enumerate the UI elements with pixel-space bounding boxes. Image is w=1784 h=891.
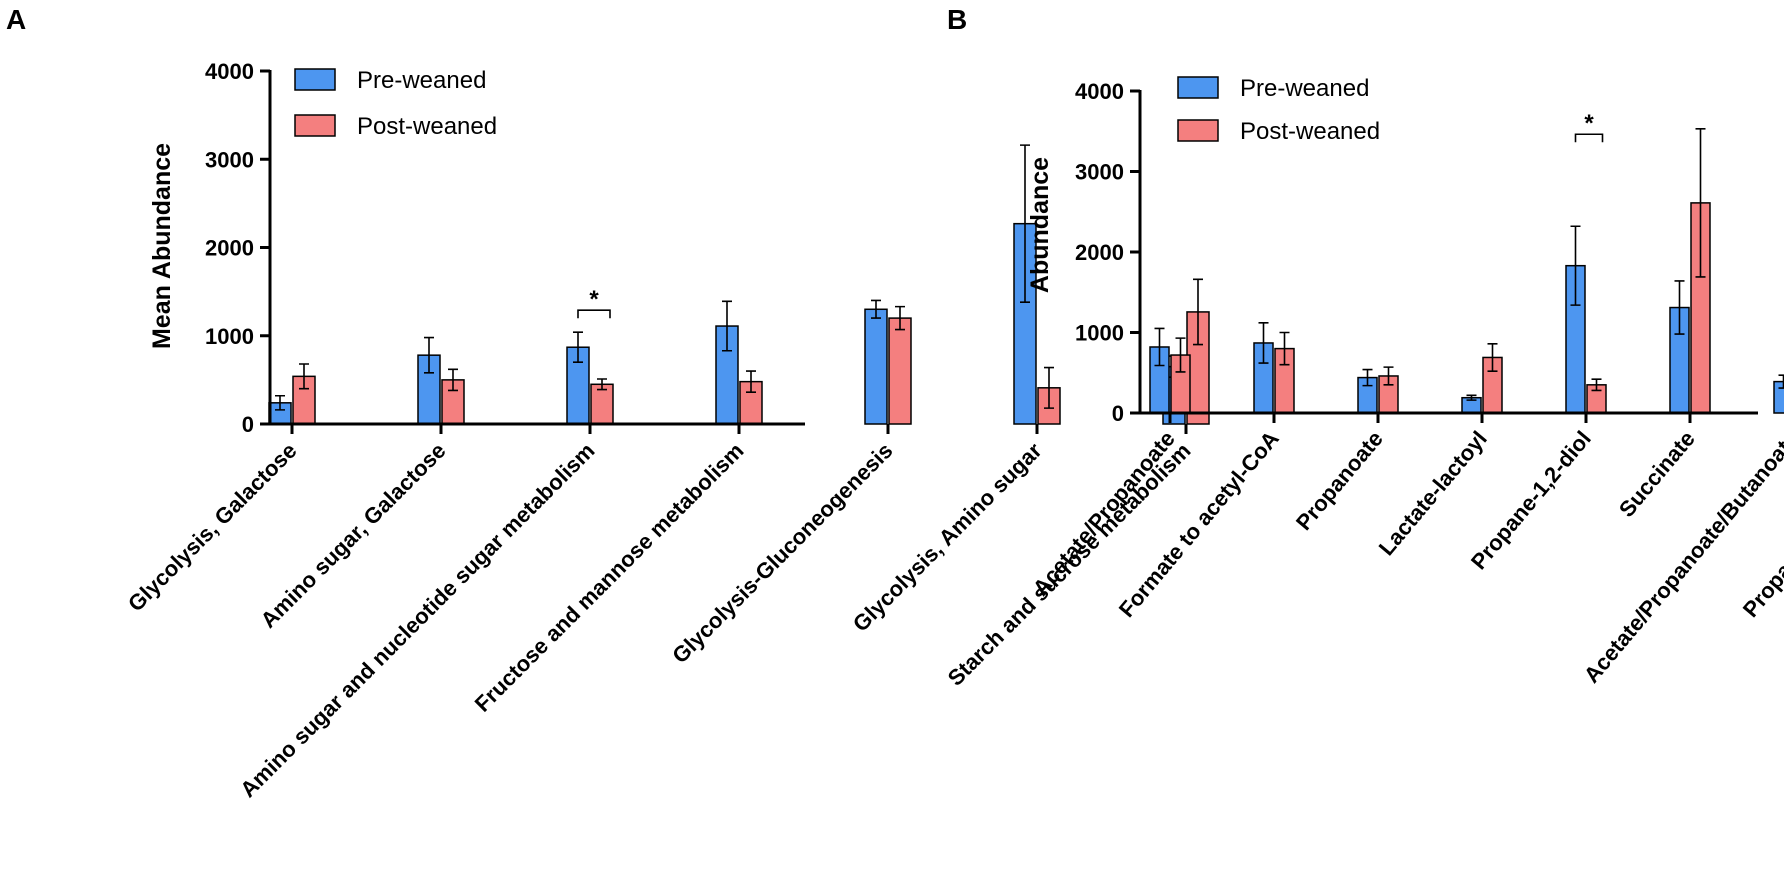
error-bar-post-weaned-lactate-lactoyl	[1487, 342, 1498, 372]
error-bar-post-weaned-glycolysis-gluconeogenesis	[895, 305, 905, 331]
legend-post-weaned-swatch	[1177, 119, 1219, 142]
panel-b-y-axis-label: Abundance	[1026, 157, 1054, 293]
category-label-glycolysis-galactose: Glycolysis, Galactose	[123, 438, 302, 617]
legend-post-weaned-swatch	[294, 114, 336, 137]
y-tick-label-1000: 1000	[1075, 321, 1124, 346]
legend-pre-weaned-swatch	[294, 68, 336, 91]
category-group-propane-1-2-diol	[1565, 225, 1607, 414]
error-bar-pre-weaned-fructose-and-mannose-metabolism	[722, 300, 732, 352]
y-tick-label-4000: 4000	[1075, 79, 1124, 104]
significance-bracket	[577, 309, 611, 319]
category-label-lactate-lactoyl: Lactate-lactoyl	[1374, 426, 1492, 560]
error-bar-post-weaned-glycolysis-galactose	[299, 363, 309, 390]
legend-pre-weaned-swatch	[1177, 76, 1219, 99]
error-bar-pre-weaned-succinate	[1674, 280, 1685, 335]
y-tick-label-2000: 2000	[1075, 240, 1124, 265]
category-group-formate-to-acetyl-coa	[1253, 322, 1295, 414]
category-label-propanoate: Propanoate	[1291, 426, 1388, 535]
error-bar-pre-weaned-glycolysis-galactose	[275, 394, 285, 411]
panel-a-chart: A * 0 1000 2000 3000 4000 Glycolysis, Galactos…	[6, 4, 1210, 802]
error-bar-post-weaned-acetate-propanoate	[1175, 337, 1186, 373]
category-group-glycolysis-amino-sugar	[1013, 144, 1061, 425]
error-bar-pre-weaned-acetate-propanoate	[1154, 327, 1165, 367]
error-bar-post-weaned-amino-sugar-and-nucleotide-sugar-metabolism	[597, 378, 607, 391]
error-bar-post-weaned-propane-1-2-diol	[1591, 378, 1602, 392]
y-tick-label-3000: 3000	[1075, 160, 1124, 185]
error-bar-post-weaned-propanoate	[1383, 366, 1394, 386]
category-group-succinate	[1669, 128, 1711, 414]
category-group-propanoate	[1357, 366, 1399, 414]
category-group-amino-sugar-galactose	[417, 336, 465, 425]
error-bar-pre-weaned-formate-to-acetyl-coa	[1258, 322, 1269, 364]
category-group-acetate-propanoate-butanoate	[1773, 374, 1784, 414]
panel-a-y-axis-label: Mean Abundance	[148, 143, 176, 349]
significance-bracket	[1574, 133, 1604, 143]
y-tick-label-1000: 1000	[205, 324, 254, 349]
error-bar-post-weaned-amino-sugar-galactose	[448, 368, 458, 392]
category-group-fructose-and-mannose-metabolism	[715, 300, 763, 425]
y-tick-label-0: 0	[242, 412, 254, 437]
legend-post-weaned-label: Post-weaned	[1240, 118, 1380, 145]
category-group-lactate-lactoyl	[1461, 342, 1503, 414]
significance-star: *	[589, 286, 599, 313]
legend-pre-weaned-label: Pre-weaned	[1240, 75, 1369, 102]
error-bar-post-weaned-starch-and-sucrose-metabolism	[1193, 278, 1203, 346]
y-tick-label-0: 0	[1112, 401, 1124, 426]
y-tick-label-2000: 2000	[205, 236, 254, 261]
error-bar-pre-weaned-lactate-lactoyl	[1466, 394, 1477, 401]
panel-b-chart: B *01000200030004000Acetate/PropanoateFo…	[947, 4, 1784, 688]
panel-a-legend: Pre-weaned Post-weaned	[294, 67, 497, 140]
bar-post-weaned-glycolysis-gluconeogenesis	[888, 317, 912, 425]
category-label-fructose-and-mannose-metabolism: Fructose and mannose metabolism	[470, 438, 749, 717]
significance-star: *	[1584, 110, 1594, 137]
error-bar-pre-weaned-amino-sugar-galactose	[424, 336, 434, 374]
panel-a-label: A	[6, 4, 26, 35]
category-label-amino-sugar-and-nucleotide-sugar-metabolism: Amino sugar and nucleotide sugar metabol…	[235, 438, 599, 802]
category-label-succinate: Succinate	[1614, 426, 1700, 522]
y-tick-label-3000: 3000	[205, 147, 254, 172]
panel-b-label: B	[947, 4, 967, 35]
bar-pre-weaned-acetate-propanoate-butanoate	[1773, 380, 1784, 414]
y-tick-label-4000: 4000	[205, 59, 254, 84]
legend-post-weaned-label: Post-weaned	[357, 113, 497, 140]
error-bar-post-weaned-succinate	[1695, 128, 1706, 278]
category-label-acetate-propanoate-butanoate: Acetate/Propanoate/Butanoate	[1579, 426, 1784, 687]
error-bar-pre-weaned-glycolysis-amino-sugar	[1020, 144, 1030, 304]
panel-b-legend: Pre-weaned Post-weaned	[1177, 75, 1380, 145]
legend-pre-weaned-label: Pre-weaned	[357, 67, 486, 94]
error-bar-pre-weaned-propanoate	[1362, 368, 1373, 387]
error-bar-pre-weaned-amino-sugar-and-nucleotide-sugar-metabolism	[573, 331, 583, 364]
category-group-acetate-propanoate	[1149, 327, 1191, 414]
category-group-glycolysis-galactose	[268, 363, 316, 425]
error-bar-post-weaned-fructose-and-mannose-metabolism	[746, 370, 756, 394]
error-bar-pre-weaned-glycolysis-gluconeogenesis	[871, 299, 881, 319]
error-bar-post-weaned-formate-to-acetyl-coa	[1279, 331, 1290, 366]
bar-pre-weaned-glycolysis-gluconeogenesis	[864, 308, 888, 425]
category-group-glycolysis-gluconeogenesis	[864, 299, 912, 425]
error-bar-post-weaned-glycolysis-amino-sugar	[1044, 366, 1054, 409]
category-group-amino-sugar-and-nucleotide-sugar-metabolism	[566, 331, 614, 425]
error-bar-pre-weaned-propane-1-2-diol	[1570, 225, 1581, 306]
